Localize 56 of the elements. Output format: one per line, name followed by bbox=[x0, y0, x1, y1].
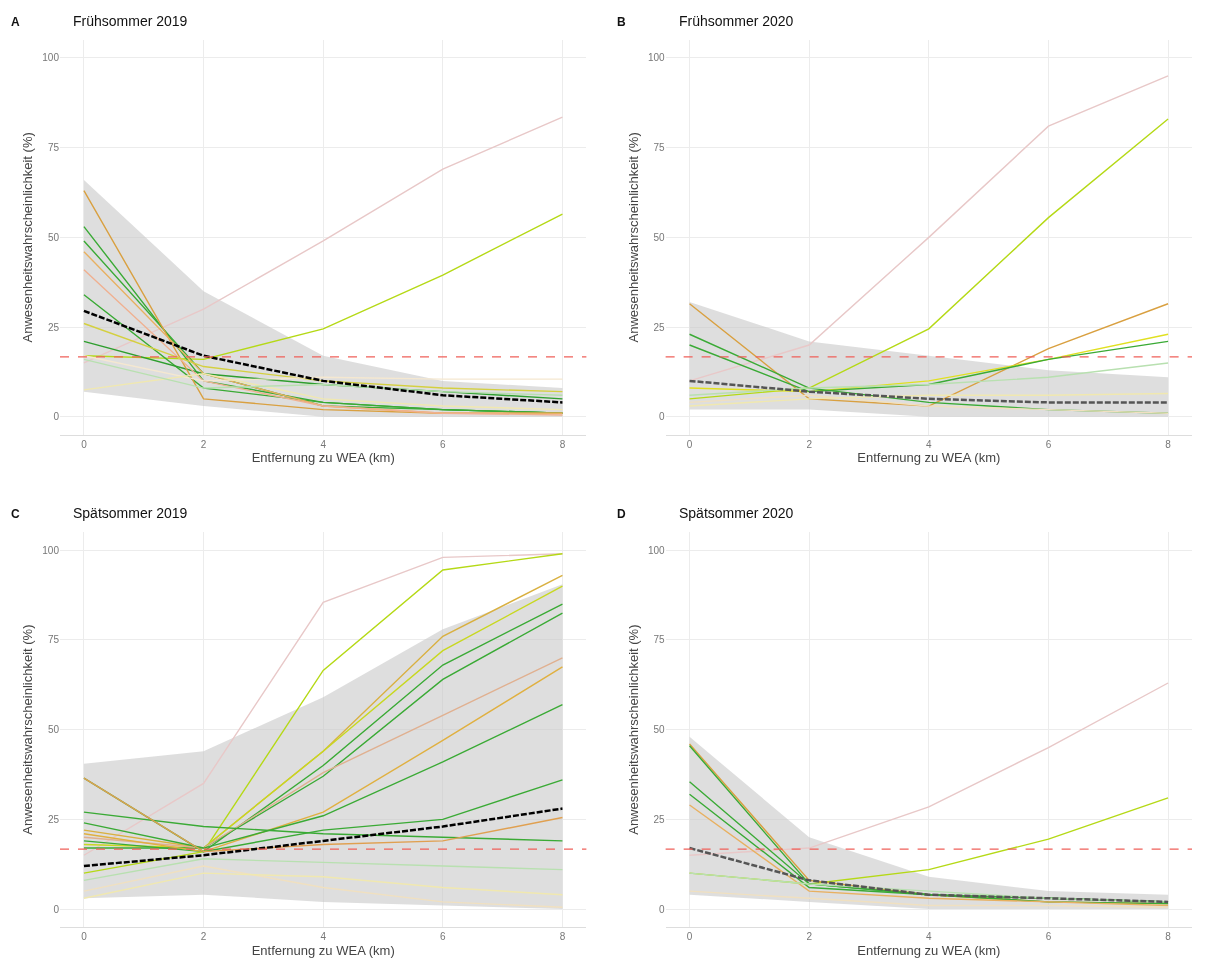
x-tick-label: 2 bbox=[200, 931, 207, 942]
y-axis-title: Anwesenheitswahrscheinlichkeit (%) bbox=[625, 132, 641, 343]
x-tick-label: 4 bbox=[926, 931, 933, 942]
y-tick-label: 75 bbox=[653, 634, 666, 646]
x-tick-label: 6 bbox=[440, 931, 447, 942]
text: A bbox=[11, 15, 20, 29]
text: C bbox=[11, 507, 20, 521]
y-axis-title: Anwesenheitswahrscheinlichkeit (%) bbox=[20, 132, 36, 343]
x-axis-title: Entfernung zu WEA (km) bbox=[857, 942, 1001, 958]
y-tick-label: 75 bbox=[47, 142, 60, 154]
y-tick-label: 50 bbox=[47, 231, 60, 243]
x-tick-label: 6 bbox=[1045, 438, 1052, 450]
y-tick-label: 0 bbox=[53, 903, 60, 915]
y-tick-label: 0 bbox=[53, 411, 60, 423]
chart-title: Frühsommer 2019 bbox=[73, 13, 188, 29]
x-tick-label: 0 bbox=[686, 438, 693, 450]
y-tick-label: 50 bbox=[47, 724, 60, 736]
text: B bbox=[617, 15, 626, 29]
x-tick-label: 6 bbox=[1045, 931, 1052, 942]
x-tick-label: 8 bbox=[1165, 438, 1172, 450]
x-tick-label: 4 bbox=[320, 438, 327, 450]
y-tick-label: 75 bbox=[653, 142, 666, 154]
x-axis-title: Entfernung zu WEA (km) bbox=[857, 450, 1001, 466]
x-tick-label: 0 bbox=[81, 438, 88, 450]
y-tick-label: 100 bbox=[647, 52, 666, 64]
chart-title: Frühsommer 2020 bbox=[679, 13, 794, 29]
y-tick-label: 100 bbox=[42, 544, 60, 556]
y-tick-label: 50 bbox=[653, 231, 666, 243]
x-tick-label: 4 bbox=[320, 931, 327, 942]
x-axis-title: Entfernung zu WEA (km) bbox=[251, 450, 395, 466]
x-tick-label: 8 bbox=[559, 931, 566, 942]
y-tick-label: 25 bbox=[653, 321, 666, 333]
y-axis-title: Anwesenheitswahrscheinlichkeit (%) bbox=[20, 624, 36, 835]
chart-title: Spätsommer 2020 bbox=[679, 505, 794, 521]
x-tick-label: 0 bbox=[686, 931, 693, 942]
y-tick-label: 25 bbox=[47, 321, 60, 333]
x-tick-label: 2 bbox=[806, 438, 813, 450]
x-tick-label: 4 bbox=[926, 438, 933, 450]
y-tick-label: 0 bbox=[659, 411, 666, 423]
x-axis-title: Entfernung zu WEA (km) bbox=[251, 942, 395, 958]
y-tick-label: 0 bbox=[659, 903, 666, 915]
y-tick-label: 25 bbox=[47, 813, 60, 825]
y-tick-label: 25 bbox=[653, 813, 666, 825]
y-tick-label: 75 bbox=[47, 634, 60, 646]
y-tick-label: 100 bbox=[42, 52, 60, 64]
x-tick-label: 2 bbox=[200, 438, 207, 450]
y-tick-label: 100 bbox=[647, 544, 666, 556]
y-tick-label: 50 bbox=[653, 724, 666, 736]
chart-title: Spätsommer 2019 bbox=[73, 505, 188, 521]
x-tick-label: 8 bbox=[559, 438, 566, 450]
x-tick-label: 2 bbox=[806, 931, 813, 942]
x-tick-label: 0 bbox=[81, 931, 88, 942]
x-tick-label: 6 bbox=[440, 438, 447, 450]
x-tick-label: 8 bbox=[1165, 931, 1172, 942]
y-axis-title: Anwesenheitswahrscheinlichkeit (%) bbox=[625, 624, 641, 835]
text: D bbox=[617, 507, 626, 521]
